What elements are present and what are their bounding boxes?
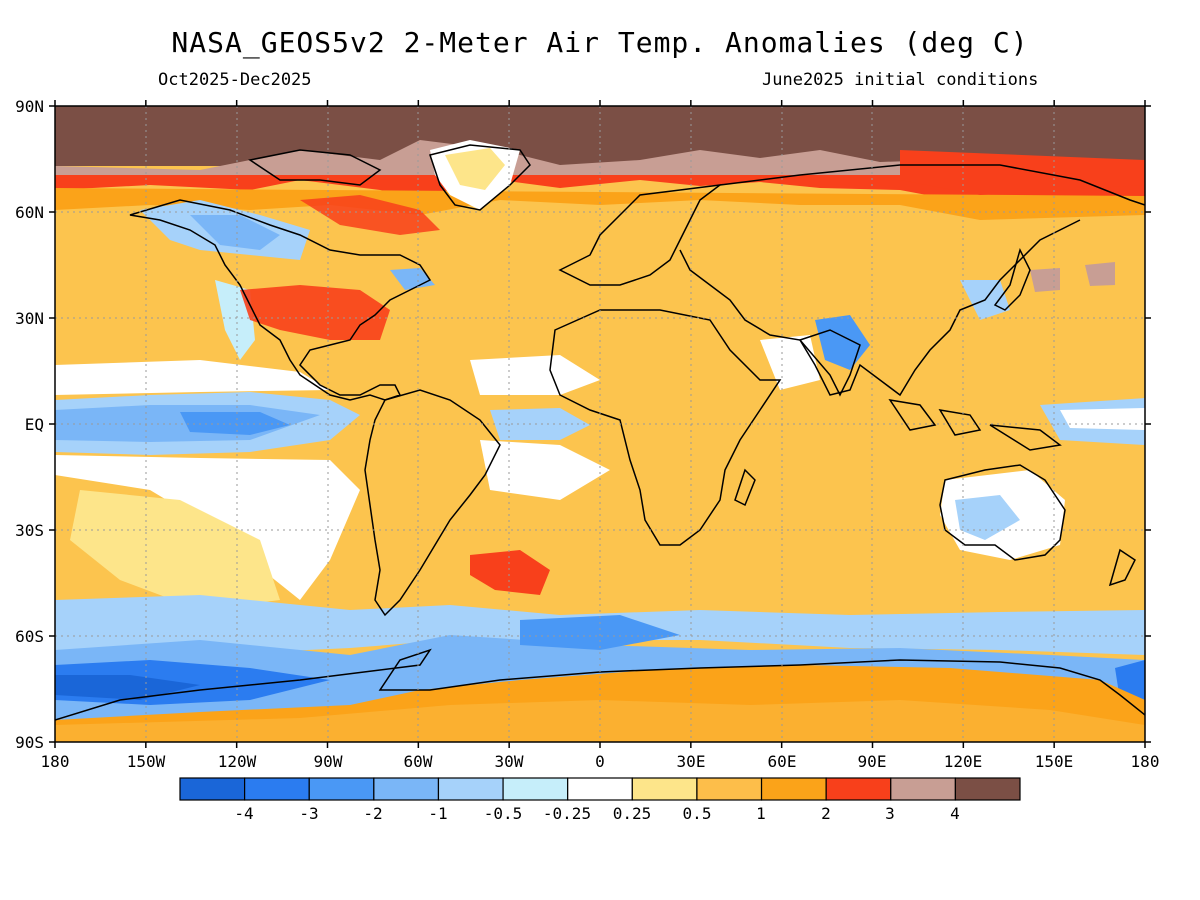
legend-label: 1 <box>756 804 766 823</box>
lon-label: 0 <box>595 752 605 771</box>
legend-label: -2 <box>363 804 382 823</box>
legend-color-box <box>631 777 698 801</box>
initial-conditions: June2025 initial conditions <box>762 70 1039 90</box>
lon-label: 150E <box>1035 752 1074 771</box>
legend-label: -4 <box>234 804 253 823</box>
lon-axis: 180 150W 120W 90W 60W 30W 0 30E 60E 90E … <box>41 752 1160 771</box>
legend-label: -1 <box>428 804 447 823</box>
lon-label: 120W <box>218 752 257 771</box>
lon-label: 120E <box>944 752 983 771</box>
legend-color-box <box>179 777 246 801</box>
lon-label: 30W <box>495 752 524 771</box>
lon-label: 90E <box>858 752 887 771</box>
lat-label: EQ <box>25 415 44 434</box>
legend-label: 3 <box>885 804 895 823</box>
axis-ticks <box>49 100 1151 748</box>
lon-label: 90W <box>314 752 343 771</box>
legend-label: -0.25 <box>543 804 591 823</box>
lat-label: 90N <box>15 97 44 116</box>
legend-label: 0.5 <box>683 804 712 823</box>
grid-lines <box>55 106 1145 742</box>
lon-label: 30E <box>677 752 706 771</box>
lat-label: 30S <box>15 521 44 540</box>
legend-color-box <box>567 777 633 801</box>
map-title: NASA_GEOS5v2 2-Meter Air Temp. Anomalies… <box>171 26 1029 59</box>
legend-color-box <box>696 777 763 801</box>
legend-label: 4 <box>950 804 960 823</box>
lon-label: 180 <box>41 752 70 771</box>
legend-color-box <box>760 777 827 801</box>
lat-label: 30N <box>15 309 44 328</box>
legend-color-box <box>244 777 310 801</box>
lon-label: 150W <box>127 752 166 771</box>
legend-color-box <box>954 777 1021 801</box>
lon-label: 60W <box>404 752 433 771</box>
lon-label: 60E <box>768 752 797 771</box>
legend-label: -0.5 <box>484 804 523 823</box>
legend-label: -3 <box>299 804 318 823</box>
legend-color-box <box>825 777 892 801</box>
legend-color-box <box>437 777 504 801</box>
legend-label: 0.25 <box>613 804 652 823</box>
forecast-period: Oct2025-Dec2025 <box>158 70 312 90</box>
legend-color-box <box>373 777 440 801</box>
lat-label: 60N <box>15 203 44 222</box>
lat-label: 60S <box>15 627 44 646</box>
coastlines <box>55 144 1145 721</box>
lat-label: 90S <box>15 733 44 752</box>
legend-color-box <box>502 777 569 801</box>
lon-label: 180 <box>1131 752 1160 771</box>
lat-axis: 90N 60N 30N EQ 30S 60S 90S <box>15 97 44 752</box>
legend-label: 2 <box>821 804 831 823</box>
color-legend: -4 -3 -2 -1 -0.5 -0.25 0.25 0.5 1 2 3 4 <box>179 777 1021 823</box>
legend-color-box <box>890 777 956 801</box>
legend-color-box <box>308 777 375 801</box>
legend-color-boxes <box>179 777 1021 801</box>
